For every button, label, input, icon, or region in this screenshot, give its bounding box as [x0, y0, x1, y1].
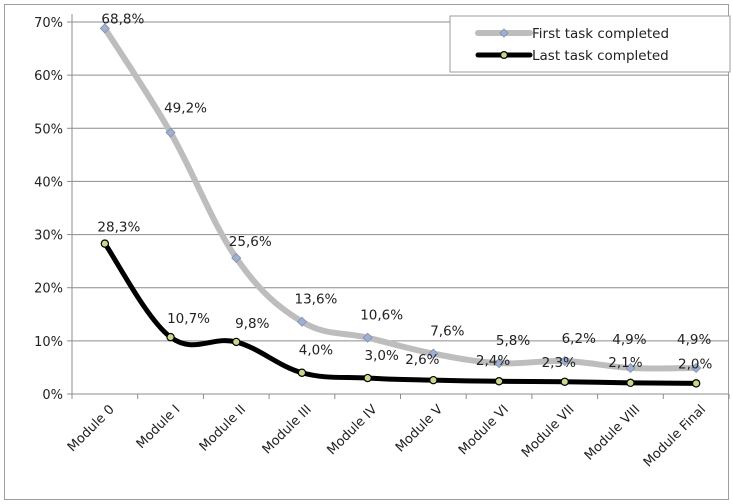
x-tick-label: Module V: [393, 402, 446, 455]
data-label: 5,8%: [496, 333, 530, 349]
data-label: 10,7%: [167, 311, 210, 327]
data-label: 25,6%: [229, 234, 272, 250]
y-tick-label: 30%: [34, 229, 63, 244]
data-point-marker: [560, 377, 569, 386]
x-tick-label: Module III: [260, 402, 315, 457]
y-tick-label: 0%: [42, 388, 63, 403]
x-tick-label: Module VIII: [582, 402, 643, 463]
x-tick-label: Module I: [134, 402, 184, 452]
data-point-marker: [231, 252, 242, 264]
y-tick-label: 40%: [34, 175, 63, 190]
legend-marker: [499, 28, 509, 38]
x-tick-label: Module IV: [325, 402, 381, 458]
data-label: 9,8%: [235, 316, 269, 332]
data-point-marker: [626, 378, 635, 388]
data-label: 49,2%: [164, 101, 207, 117]
data-label: 6,2%: [562, 331, 596, 347]
data-point-marker: [297, 368, 307, 377]
legend-label: First task completed: [532, 26, 669, 42]
data-point-marker: [429, 375, 438, 385]
data-point-marker: [166, 332, 175, 342]
y-tick-label: 60%: [34, 69, 63, 84]
data-point-marker: [559, 355, 570, 367]
x-tick-label: Module VII: [519, 402, 578, 461]
x-tick-label: Module II: [197, 402, 249, 454]
data-label: 28,3%: [97, 220, 140, 236]
data-point-marker: [100, 239, 110, 248]
x-tick-label: Module VI: [456, 402, 512, 458]
data-label: 10,6%: [360, 308, 403, 324]
data-label: 68,8%: [101, 11, 144, 27]
legend-marker: [500, 50, 509, 59]
data-label: 2,3%: [542, 355, 576, 371]
data-point-marker: [232, 337, 241, 347]
data-point-marker: [362, 332, 373, 343]
data-label: 13,6%: [295, 292, 338, 308]
data-label: 2,0%: [678, 356, 712, 372]
data-point-marker: [691, 379, 701, 388]
series-line-1: [101, 25, 700, 372]
data-point-marker: [99, 23, 110, 34]
data-label: 2,6%: [405, 352, 439, 368]
data-point-marker: [493, 358, 505, 369]
x-tick-label: Module Final: [641, 402, 709, 470]
data-point-marker: [363, 373, 372, 383]
legend-box: [449, 15, 731, 73]
data-point-marker: [691, 362, 702, 374]
data-label: 7,6%: [430, 324, 464, 340]
data-label: 4,9%: [612, 332, 646, 348]
data-label: 3,0%: [364, 348, 398, 364]
data-label: 4,9%: [677, 332, 711, 348]
data-point-marker: [296, 316, 308, 327]
data-label: 2,4%: [476, 353, 510, 369]
legend-label: Last task completed: [532, 48, 669, 64]
x-tick-label: Module 0: [65, 402, 118, 455]
data-point-marker: [165, 127, 176, 138]
chart-frame: [4, 4, 729, 500]
data-point-marker: [625, 362, 636, 374]
data-point-marker: [428, 348, 439, 359]
series-line-2: [102, 241, 699, 386]
y-tick-label: 20%: [34, 282, 63, 297]
y-tick-label: 70%: [34, 16, 63, 31]
data-point-marker: [494, 377, 504, 386]
y-tick-label: 50%: [34, 122, 63, 137]
data-label: 2,1%: [608, 355, 642, 371]
y-tick-label: 10%: [34, 335, 63, 350]
data-label: 4,0%: [299, 343, 333, 359]
